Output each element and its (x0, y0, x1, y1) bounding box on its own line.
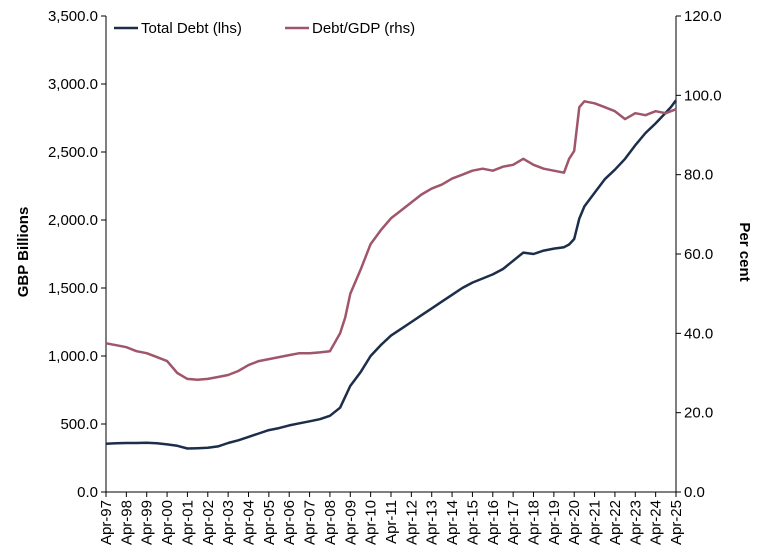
y-left-tick-label: 3,500.0 (48, 8, 98, 25)
x-tick-label: Apr-10 (363, 500, 380, 545)
x-tick-label: Apr-15 (464, 500, 481, 545)
x-tick-label: Apr-09 (342, 500, 359, 545)
x-tick-label: Apr-23 (627, 500, 644, 545)
y-left-tick-label: 0.0 (77, 484, 98, 501)
legend-label: Debt/GDP (rhs) (312, 20, 415, 37)
x-tick-label: Apr-25 (668, 500, 685, 545)
y-left-tick-label: 3,000.0 (48, 76, 98, 93)
y-left-tick-label: 2,500.0 (48, 144, 98, 161)
x-tick-label: Apr-99 (139, 500, 156, 545)
x-tick-label: Apr-21 (587, 500, 604, 545)
x-tick-label: Apr-05 (261, 500, 278, 545)
y-right-tick-label: 120.0 (684, 8, 722, 25)
x-tick-label: Apr-11 (383, 500, 400, 544)
y-axis-right-title: Per cent (736, 222, 753, 281)
y-axis-left-title: GBP Billions (15, 207, 32, 298)
x-tick-label: Apr-13 (424, 500, 441, 545)
series-layer (105, 99, 677, 450)
series-line-total-debt (105, 99, 677, 450)
x-tick-label: Apr-98 (118, 500, 135, 545)
x-tick-label: Apr-02 (200, 500, 217, 545)
x-tick-label: Apr-08 (322, 500, 339, 545)
x-tick-label: Apr-20 (566, 500, 583, 545)
y-right-tick-label: 20.0 (684, 405, 713, 422)
x-tick-label: Apr-03 (220, 500, 237, 545)
y-right-tick-label: 80.0 (684, 167, 713, 184)
y-right-tick-label: 100.0 (684, 87, 722, 104)
x-tick-label: Apr-24 (648, 500, 665, 545)
y-left-tick-label: 1,000.0 (48, 348, 98, 365)
y-right-tick-label: 0.0 (684, 484, 705, 501)
axes: 0.0 500.0 1,000.0 1,500.0 2,000.0 2,500.0 3,00… (48, 8, 722, 545)
x-tick-label: Apr-01 (179, 500, 196, 545)
x-tick-label: Apr-19 (546, 500, 563, 545)
x-tick-label: Apr-14 (444, 500, 461, 545)
x-tick-label: Apr-04 (241, 500, 258, 545)
x-tick-label: Apr-18 (526, 500, 543, 545)
x-tick-label: Apr-12 (403, 500, 420, 545)
x-tick-label: Apr-00 (159, 500, 176, 545)
y-right-tick-label: 60.0 (684, 246, 713, 263)
y-left-tick-label: 500.0 (60, 416, 98, 433)
x-tick-label: Apr-06 (281, 500, 298, 545)
x-tick-label: Apr-97 (98, 500, 115, 545)
x-tick-label: Apr-16 (485, 500, 502, 545)
y-left-tick-label: 2,000.0 (48, 212, 98, 229)
y-left-tick-label: 1,500.0 (48, 280, 98, 297)
y-right-tick-label: 40.0 (684, 325, 713, 342)
series-line-debt-gdp (105, 100, 677, 381)
x-tick-label: Apr-22 (607, 500, 624, 545)
legend: Total Debt (lhs) Debt/GDP (rhs) (114, 20, 415, 37)
x-tick-label: Apr-07 (302, 500, 319, 545)
legend-label: Total Debt (lhs) (141, 20, 242, 37)
x-tick-label: Apr-17 (505, 500, 522, 545)
